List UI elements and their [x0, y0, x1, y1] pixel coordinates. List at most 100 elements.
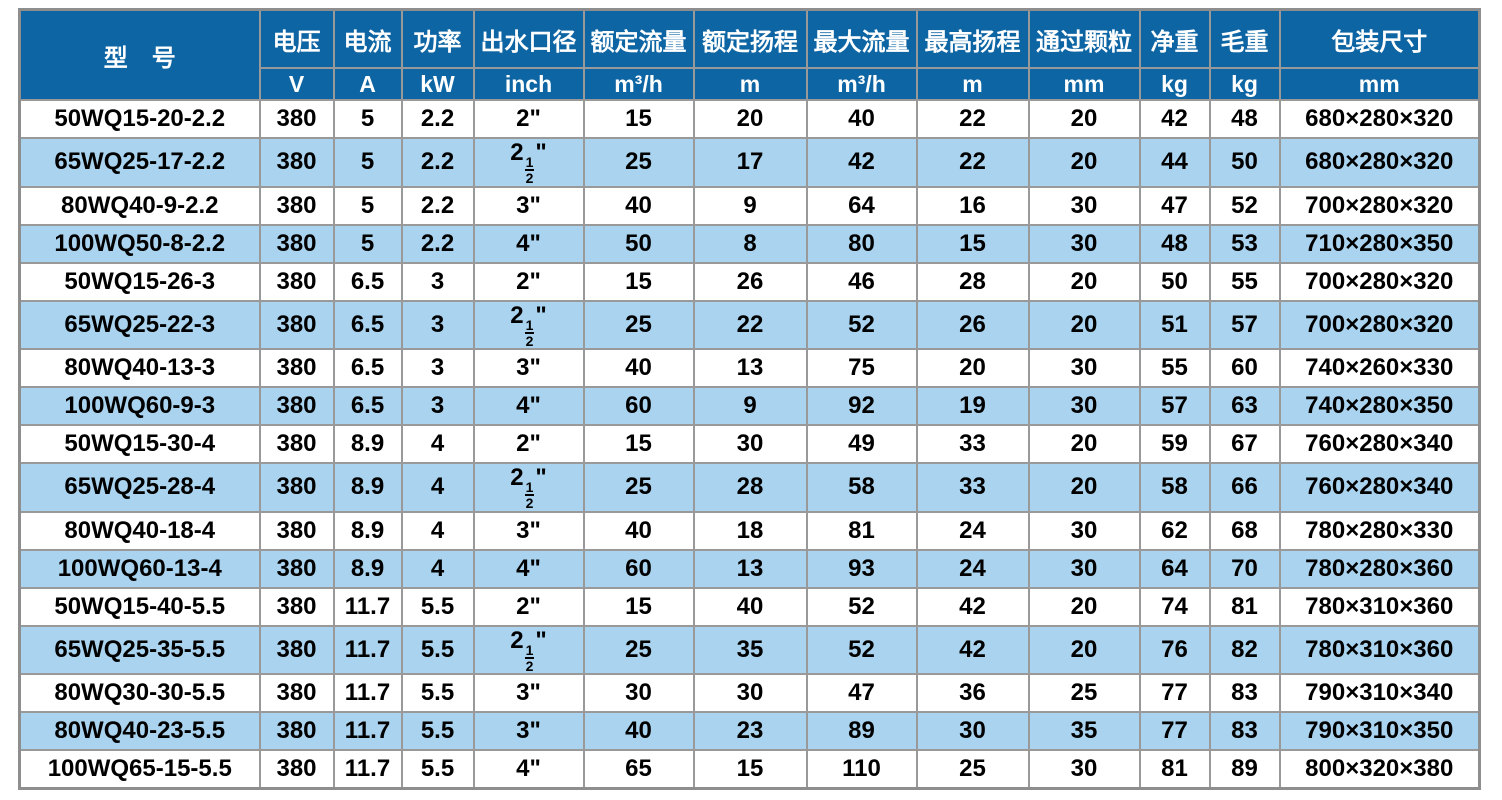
cell-model: 65WQ25-35-5.5	[18, 624, 261, 676]
table-row: 50WQ15-40-5.5 380 11.7 5.5 2" 15 40 52 42 20 74 81 7…	[18, 586, 1481, 627]
cell-max_head: 22	[915, 137, 1030, 188]
cell-net_weight: 58	[1138, 462, 1211, 513]
cell-net_weight: 55	[1138, 348, 1211, 389]
cell-power: 5.5	[400, 673, 475, 714]
cell-packing: 700×280×320	[1278, 261, 1481, 302]
cell-rated_head: 30	[692, 424, 808, 465]
cell-rated_head: 13	[692, 348, 808, 389]
cell-outlet: 2 1 2 "	[472, 137, 585, 188]
table-row: 100WQ60-9-3 380 6.5 3 4" 60 9 92 19 30 57 63 740×280…	[18, 386, 1481, 427]
cell-max_flow: 80	[805, 223, 918, 264]
cell-model: 50WQ15-20-2.2	[18, 99, 261, 139]
cell-net_weight: 64	[1138, 548, 1211, 589]
cell-outlet: 2"	[472, 424, 585, 465]
cell-gross_weight: 52	[1208, 185, 1281, 226]
cell-power: 5.5	[400, 586, 475, 627]
cell-max_head: 42	[915, 624, 1030, 676]
cell-packing: 740×260×330	[1278, 348, 1481, 389]
table-row: 100WQ65-15-5.5 380 11.7 5.5 4" 65 15 110 25 30 81 8…	[18, 749, 1481, 790]
col-header-rated_flow: 额定流量	[582, 8, 695, 69]
cell-outlet: 2 1 2 "	[472, 299, 585, 351]
cell-net_weight: 50	[1138, 261, 1211, 302]
cell-net_weight: 77	[1138, 673, 1211, 714]
cell-model: 50WQ15-26-3	[18, 261, 261, 302]
cell-power: 3	[400, 299, 475, 351]
cell-packing: 760×280×340	[1278, 462, 1481, 513]
cell-current: 6.5	[332, 261, 403, 302]
cell-power: 5.5	[400, 749, 475, 790]
cell-rated_head: 15	[692, 749, 808, 790]
cell-net_weight: 44	[1138, 137, 1211, 188]
cell-model: 65WQ25-17-2.2	[18, 137, 261, 188]
table-row: 100WQ50-8-2.2 380 5 2.2 4" 50 8 80 15 30 48 53 710×2…	[18, 223, 1481, 264]
col-unit-current: A	[332, 67, 403, 101]
cell-rated_head: 26	[692, 261, 808, 302]
cell-gross_weight: 60	[1208, 348, 1281, 389]
cell-gross_weight: 83	[1208, 711, 1281, 752]
cell-voltage: 380	[258, 548, 335, 589]
cell-current: 6.5	[332, 348, 403, 389]
table-row: 50WQ15-20-2.2 380 5 2.2 2" 15 20 40 22 20 42 48 680×…	[18, 99, 1481, 139]
cell-rated_flow: 15	[582, 586, 695, 627]
cell-current: 8.9	[332, 510, 403, 551]
table-row: 50WQ15-26-3 380 6.5 3 2" 15 26 46 28 20 50 55 700×28…	[18, 261, 1481, 302]
cell-model: 100WQ60-13-4	[18, 548, 261, 589]
cell-particle: 30	[1027, 185, 1141, 226]
col-header-max_flow: 最大流量	[805, 8, 918, 69]
cell-outlet: 2"	[472, 99, 585, 139]
cell-rated_flow: 25	[582, 299, 695, 351]
cell-current: 11.7	[332, 749, 403, 790]
cell-power: 2.2	[400, 99, 475, 139]
cell-power: 3	[400, 348, 475, 389]
cell-voltage: 380	[258, 586, 335, 627]
cell-max_head: 16	[915, 185, 1030, 226]
table-row: 65WQ25-22-3 380 6.5 3 2 1 2 " 25 22 52 26 20 51 57 700×…	[18, 299, 1481, 351]
cell-model: 80WQ40-13-3	[18, 348, 261, 389]
col-unit-particle: mm	[1027, 67, 1141, 101]
cell-net_weight: 62	[1138, 510, 1211, 551]
table-row: 65WQ25-28-4 380 8.9 4 2 1 2 " 25 28 58 33 20 58 66 760×…	[18, 462, 1481, 513]
cell-net_weight: 77	[1138, 711, 1211, 752]
cell-max_flow: 52	[805, 624, 918, 676]
cell-rated_head: 28	[692, 462, 808, 513]
cell-particle: 20	[1027, 624, 1141, 676]
cell-rated_head: 30	[692, 673, 808, 714]
cell-voltage: 380	[258, 711, 335, 752]
cell-rated_head: 9	[692, 185, 808, 226]
cell-rated_head: 8	[692, 223, 808, 264]
cell-model: 80WQ40-9-2.2	[18, 185, 261, 226]
cell-power: 5.5	[400, 711, 475, 752]
cell-rated_flow: 25	[582, 624, 695, 676]
cell-max_head: 19	[915, 386, 1030, 427]
cell-outlet: 3"	[472, 510, 585, 551]
cell-power: 5.5	[400, 624, 475, 676]
col-unit-rated_head: m	[692, 67, 808, 101]
cell-rated_flow: 25	[582, 137, 695, 188]
cell-max_flow: 110	[805, 749, 918, 790]
spec-table-body: 50WQ15-20-2.2 380 5 2.2 2" 15 20 40 22 20 42 48 680×…	[18, 99, 1481, 790]
cell-net_weight: 74	[1138, 586, 1211, 627]
cell-max_flow: 92	[805, 386, 918, 427]
col-unit-power: kW	[400, 67, 475, 101]
cell-max_head: 24	[915, 548, 1030, 589]
cell-net_weight: 81	[1138, 749, 1211, 790]
cell-rated_flow: 25	[582, 462, 695, 513]
cell-outlet: 2 1 2 "	[472, 462, 585, 513]
col-unit-packing: mm	[1278, 67, 1481, 101]
cell-power: 2.2	[400, 223, 475, 264]
cell-net_weight: 76	[1138, 624, 1211, 676]
table-row: 80WQ40-23-5.5 380 11.7 5.5 3" 40 23 89 30 35 77 83 7…	[18, 711, 1481, 752]
cell-voltage: 380	[258, 261, 335, 302]
cell-power: 4	[400, 424, 475, 465]
cell-rated_flow: 60	[582, 386, 695, 427]
cell-current: 6.5	[332, 386, 403, 427]
cell-rated_head: 40	[692, 586, 808, 627]
cell-gross_weight: 89	[1208, 749, 1281, 790]
cell-max_flow: 49	[805, 424, 918, 465]
cell-rated_head: 17	[692, 137, 808, 188]
cell-net_weight: 48	[1138, 223, 1211, 264]
spec-table-header: 型 号电压 电流 功率 出水口径 额定流量 额定扬程 最大流量 最高扬程 通过颗粒 净重 毛重 包装尺…	[18, 8, 1481, 101]
cell-power: 4	[400, 548, 475, 589]
